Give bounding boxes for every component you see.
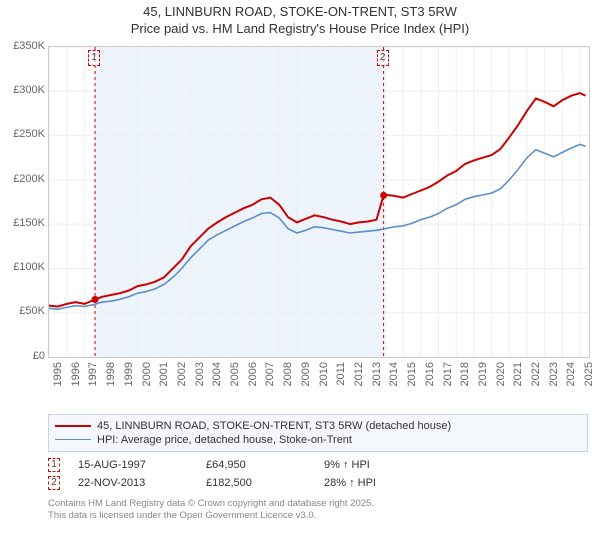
x-axis-label: 2003 [194,362,206,386]
x-axis-label: 1999 [123,362,135,386]
sale-pct: 28% ↑ HPI [324,477,424,489]
x-axis-label: 2011 [335,362,347,386]
x-axis-label: 2020 [495,362,507,386]
footer-attribution: Contains HM Land Registry data © Crown c… [48,498,588,523]
sales-table: 1 15-AUG-1997 £64,950 9% ↑ HPI 2 22-NOV-… [48,456,588,492]
chart-title: 45, LINNBURN ROAD, STOKE-ON-TRENT, ST3 5… [0,0,600,38]
title-line-1: 45, LINNBURN ROAD, STOKE-ON-TRENT, ST3 5… [0,4,600,21]
legend-box: 45, LINNBURN ROAD, STOKE-ON-TRENT, ST3 5… [48,414,588,452]
x-axis-label: 2010 [318,362,330,386]
y-axis-label: £200K [0,173,45,185]
x-axis-label: 1998 [105,362,117,386]
y-axis-label: £150K [0,217,45,229]
y-axis-label: £50K [0,305,45,317]
x-axis-label: 2009 [300,362,312,386]
footer-line-1: Contains HM Land Registry data © Crown c… [48,498,588,510]
x-axis-label: 1996 [70,362,82,386]
legend-label-property: 45, LINNBURN ROAD, STOKE-ON-TRENT, ST3 5… [97,420,451,432]
legend-row-hpi: HPI: Average price, detached house, Stok… [55,433,581,447]
legend-label-hpi: HPI: Average price, detached house, Stok… [97,434,352,446]
y-axis-label: £250K [0,128,45,140]
sale-date: 22-NOV-2013 [78,477,188,489]
x-axis-label: 2005 [229,362,241,386]
x-axis-label: 2015 [406,362,418,386]
x-axis-label: 2023 [548,362,560,386]
title-line-2: Price paid vs. HM Land Registry's House … [0,21,600,38]
x-axis-label: 2001 [158,362,170,386]
x-axis-label: 2017 [442,362,454,386]
x-axis-label: 2000 [141,362,153,386]
legend-swatch-hpi [55,439,91,440]
sale-price: £64,950 [206,459,306,471]
y-axis-label: £100K [0,261,45,273]
sale-marker-icon: 1 [48,458,60,472]
chart-area: £0 £50K £100K £150K £200K £250K £300K £350K 1995… [0,38,600,408]
x-axis-label: 1995 [52,362,64,386]
x-axis-label: 2024 [565,362,577,386]
footer-line-2: This data is licensed under the Open Gov… [48,510,588,522]
x-axis-label: 2014 [388,362,400,386]
x-axis-label: 2007 [264,362,276,386]
x-axis-label: 2008 [282,362,294,386]
x-axis-label: 2021 [512,362,524,386]
sale-marker-icon: 2 [48,476,60,490]
x-axis-label: 2016 [424,362,436,386]
legend-row-property: 45, LINNBURN ROAD, STOKE-ON-TRENT, ST3 5… [55,419,581,433]
sale-marker-label: 1 [88,50,100,66]
x-axis-label: 2025 [583,362,595,386]
sale-price: £182,500 [206,477,306,489]
y-axis-label: £0 [0,350,45,362]
plot-region [48,46,590,358]
sale-row: 1 15-AUG-1997 £64,950 9% ↑ HPI [48,456,588,474]
x-axis-label: 2006 [247,362,259,386]
x-axis-label: 2012 [353,362,365,386]
x-axis-label: 2013 [371,362,383,386]
x-axis-label: 2002 [176,362,188,386]
y-axis-label: £350K [0,40,45,52]
legend-swatch-property [55,425,91,427]
sale-marker-label: 2 [377,50,389,66]
sale-pct: 9% ↑ HPI [324,459,424,471]
y-axis-label: £300K [0,84,45,96]
x-axis-label: 1997 [87,362,99,386]
sale-row: 2 22-NOV-2013 £182,500 28% ↑ HPI [48,474,588,492]
x-axis-label: 2018 [459,362,471,386]
sale-date: 15-AUG-1997 [78,459,188,471]
x-axis-label: 2022 [530,362,542,386]
x-axis-label: 2019 [477,362,489,386]
x-axis-label: 2004 [211,362,223,386]
